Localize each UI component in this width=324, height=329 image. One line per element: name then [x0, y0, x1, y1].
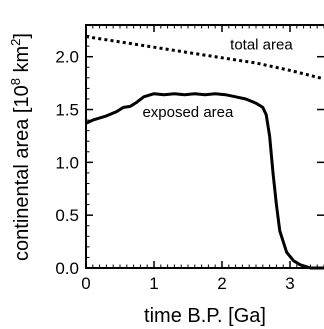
plot-frame [85, 24, 324, 269]
y-axis-label-exponent: 8 [8, 78, 23, 85]
series-line-exposed-area [85, 92, 324, 270]
x-tick-label: 0 [81, 274, 90, 293]
y-tick-label: 1.5 [55, 101, 79, 120]
series-line-total-area [85, 35, 324, 81]
x-tick-label: 1 [149, 274, 158, 293]
axis-labels: time B.P. [Ga] continental area [108 km2… [8, 33, 266, 327]
y-axis-label-unit: km [11, 46, 33, 78]
x-tick-label: 2 [217, 274, 226, 293]
y-axis-label-close: ] [11, 33, 33, 39]
y-axis-label-main: continental area [10 [11, 85, 33, 261]
annotation-exposed-area: exposed area [142, 104, 234, 121]
y-tick-label: 2.0 [55, 48, 79, 67]
x-tick-label: 3 [285, 274, 294, 293]
plot-axes: 0 1 2 3 0.0 0.5 1.0 1.5 2.0 [55, 24, 324, 293]
y-tick-label: 0.5 [55, 206, 79, 225]
series-annotations: total area exposed area [142, 36, 293, 121]
y-tick-label: 0.0 [55, 259, 79, 278]
y-tick-label: 1.0 [55, 153, 79, 172]
y-axis-label: continental area [108 km2] [8, 33, 33, 261]
x-axis-label: time B.P. [Ga] [144, 305, 266, 327]
y-axis-label-unit-exponent: 2 [8, 39, 23, 46]
annotation-total-area: total area [230, 36, 293, 53]
data-series [85, 35, 324, 270]
